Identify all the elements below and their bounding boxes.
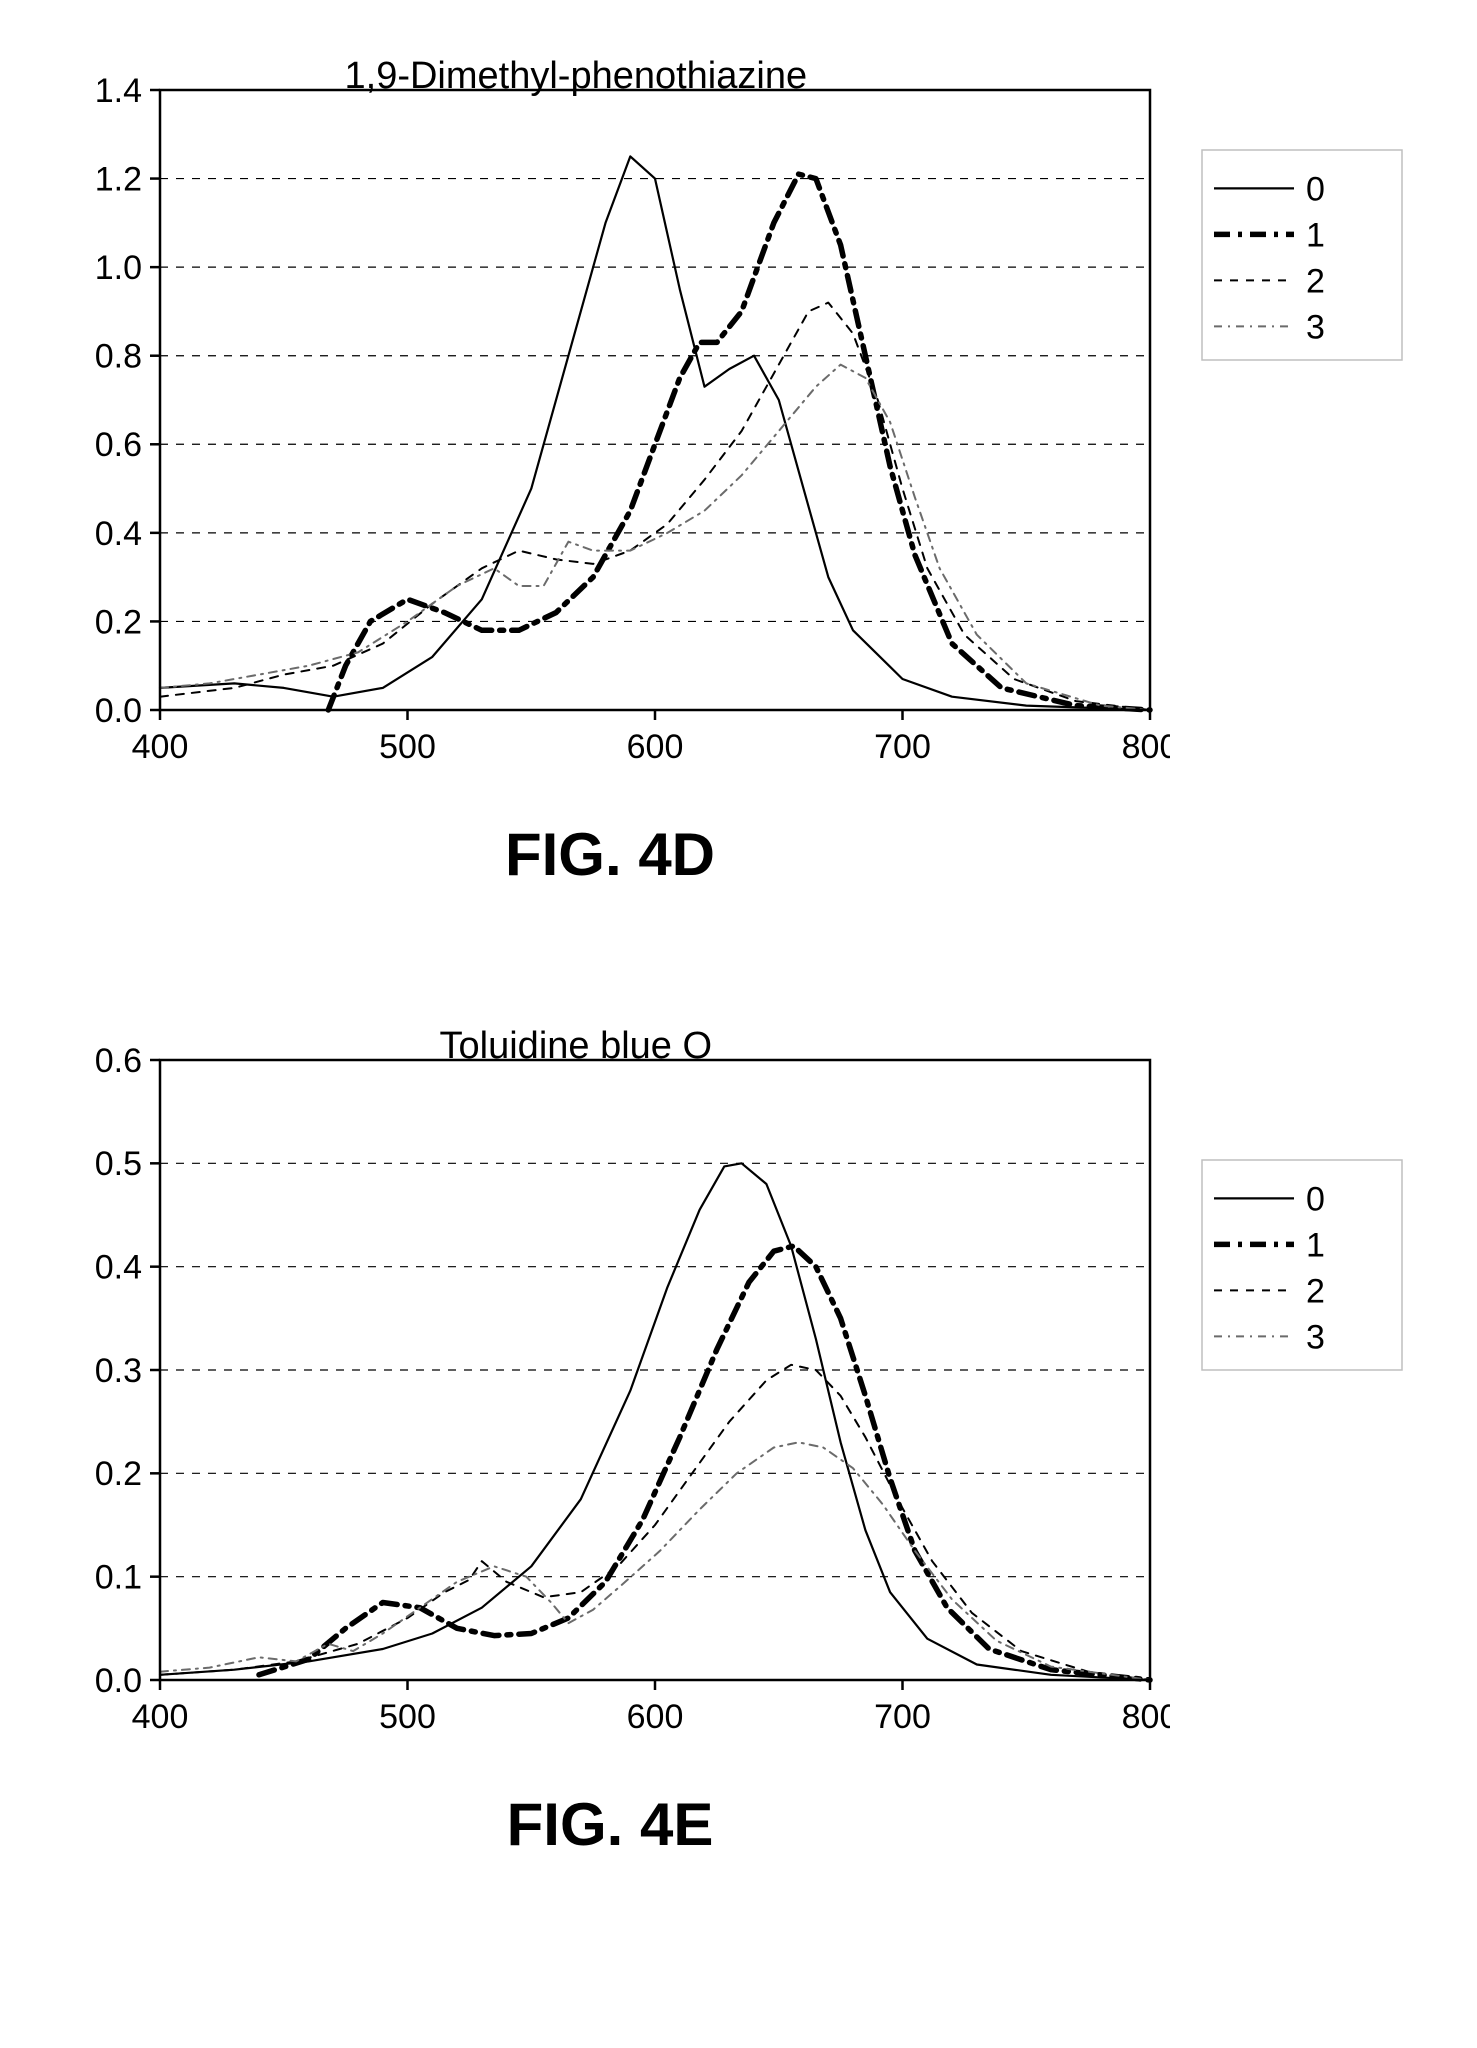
svg-text:2: 2 (1306, 1272, 1325, 1310)
svg-text:1,9-Dimethyl-phenothiazine: 1,9-Dimethyl-phenothiazine (345, 60, 808, 97)
svg-text:400: 400 (132, 1698, 189, 1736)
svg-text:1.0: 1.0 (95, 249, 142, 287)
svg-text:600: 600 (627, 728, 684, 766)
svg-text:400: 400 (132, 728, 189, 766)
svg-text:700: 700 (874, 728, 931, 766)
svg-text:1: 1 (1306, 216, 1325, 254)
figure-4d-caption: FIG. 4D (50, 820, 1170, 889)
svg-text:Toluidine blue O: Toluidine blue O (440, 1030, 713, 1067)
figure-4d-block: 400 500 600 700 800 0.0 0.2 0.4 0.6 0.8 1.0 1.2 1.4 1… (50, 60, 1420, 889)
figure-4d-chart: 400 500 600 700 800 0.0 0.2 0.4 0.6 0.8 1.0 1.2 1.4 1… (50, 60, 1170, 790)
figure-4e-row: 400 500 600 700 800 0.0 0.1 0.2 0.3 0.4 0.5 0.6 Tolu… (50, 1030, 1420, 1760)
svg-text:500: 500 (379, 728, 436, 766)
svg-text:0.6: 0.6 (95, 426, 142, 464)
svg-text:1: 1 (1306, 1226, 1325, 1264)
svg-text:600: 600 (627, 1698, 684, 1736)
svg-text:500: 500 (379, 1698, 436, 1736)
figure-4e-chart: 400 500 600 700 800 0.0 0.1 0.2 0.3 0.4 0.5 0.6 Tolu… (50, 1030, 1170, 1760)
svg-text:0.8: 0.8 (95, 338, 142, 376)
svg-text:0.3: 0.3 (95, 1352, 142, 1390)
svg-text:2: 2 (1306, 262, 1325, 300)
svg-text:0.0: 0.0 (95, 1662, 142, 1700)
svg-text:0.4: 0.4 (95, 515, 142, 553)
svg-text:0.1: 0.1 (95, 1559, 142, 1597)
svg-text:800: 800 (1122, 1698, 1170, 1736)
figure-4e-caption: FIG. 4E (50, 1790, 1170, 1859)
svg-text:1.2: 1.2 (95, 160, 142, 198)
svg-text:0.2: 0.2 (95, 603, 142, 641)
figure-4d-row: 400 500 600 700 800 0.0 0.2 0.4 0.6 0.8 1.0 1.2 1.4 1… (50, 60, 1420, 790)
figure-4d-legend: 0 1 2 3 (1200, 60, 1420, 380)
svg-text:0.2: 0.2 (95, 1455, 142, 1493)
svg-text:800: 800 (1122, 728, 1170, 766)
figure-4e-legend: 0 1 2 3 (1200, 1030, 1420, 1390)
svg-text:3: 3 (1306, 308, 1325, 346)
svg-text:0.6: 0.6 (95, 1042, 142, 1080)
page: 400 500 600 700 800 0.0 0.2 0.4 0.6 0.8 1.0 1.2 1.4 1… (0, 0, 1477, 2048)
svg-text:0.0: 0.0 (95, 692, 142, 730)
svg-text:3: 3 (1306, 1318, 1325, 1356)
svg-text:0.5: 0.5 (95, 1145, 142, 1183)
svg-text:700: 700 (874, 1698, 931, 1736)
figure-4e-block: 400 500 600 700 800 0.0 0.1 0.2 0.3 0.4 0.5 0.6 Tolu… (50, 1030, 1420, 1859)
svg-text:0: 0 (1306, 1180, 1325, 1218)
svg-text:0: 0 (1306, 170, 1325, 208)
svg-text:0.4: 0.4 (95, 1249, 142, 1287)
svg-text:1.4: 1.4 (95, 72, 142, 110)
